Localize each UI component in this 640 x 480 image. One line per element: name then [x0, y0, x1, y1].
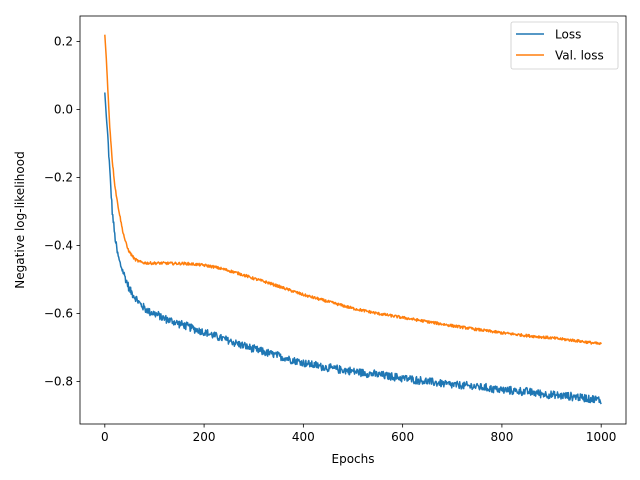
y-tick-label: −0.2	[44, 171, 73, 185]
axes-frame	[79, 15, 627, 425]
y-tick-label: −0.8	[44, 375, 73, 389]
x-tick-label: 0	[101, 430, 109, 444]
x-tick-label: 200	[193, 430, 216, 444]
y-tick-label: 0.2	[54, 35, 73, 49]
y-axis-label: Negative log-likelihood	[13, 151, 27, 288]
x-axis-label: Epochs	[332, 452, 375, 466]
series-line-loss	[104, 92, 602, 405]
x-tick-label: 800	[490, 430, 513, 444]
legend: Loss Val. loss	[510, 21, 619, 70]
y-tick-label: 0.0	[54, 103, 73, 117]
x-tick-label: 400	[292, 430, 315, 444]
legend-label-loss: Loss	[555, 28, 581, 42]
axes-layer: 0 200 400 600 800 1000 0.2 0.0 −0.2 −0.4 −0.6 −0.8	[44, 15, 627, 444]
series-layer	[104, 34, 602, 405]
x-tick-label: 1000	[586, 430, 617, 444]
y-tick-label: −0.6	[44, 307, 73, 321]
legend-label-val-loss: Val. loss	[555, 49, 604, 63]
x-tick-label: 600	[391, 430, 414, 444]
y-tick-label: −0.4	[44, 239, 73, 253]
series-line-val-loss	[104, 34, 602, 346]
